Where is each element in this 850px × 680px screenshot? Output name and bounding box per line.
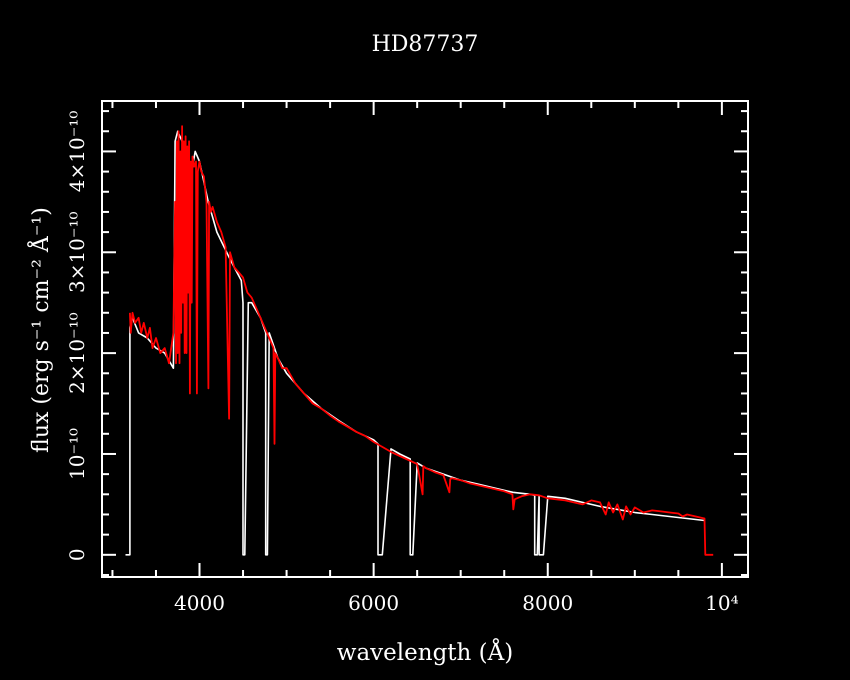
y-tick-label: 0 [65, 548, 89, 561]
y-tick-label: 2×10⁻¹⁰ [65, 312, 89, 394]
y-tick-label: 10⁻¹⁰ [65, 428, 89, 480]
y-axis-label: flux (erg s⁻¹ cm⁻² Å⁻¹) [26, 207, 54, 453]
x-tick-label: 4000 [174, 591, 225, 615]
chart-title: HD87737 [372, 32, 479, 57]
y-tick-label: 3×10⁻¹⁰ [65, 212, 89, 294]
x-tick-label: 10⁴ [705, 591, 738, 615]
observed-spectrum-line [125, 130, 705, 556]
x-tick-label: 6000 [348, 591, 399, 615]
x-tick-label: 8000 [522, 591, 573, 615]
model-spectrum-line [129, 125, 714, 556]
x-axis-label: wavelength (Å) [337, 638, 513, 666]
y-tick-label: 4×10⁻¹⁰ [65, 111, 89, 193]
plot-frame [101, 100, 749, 578]
axis-ticks [102, 101, 748, 577]
series-group [125, 125, 714, 556]
